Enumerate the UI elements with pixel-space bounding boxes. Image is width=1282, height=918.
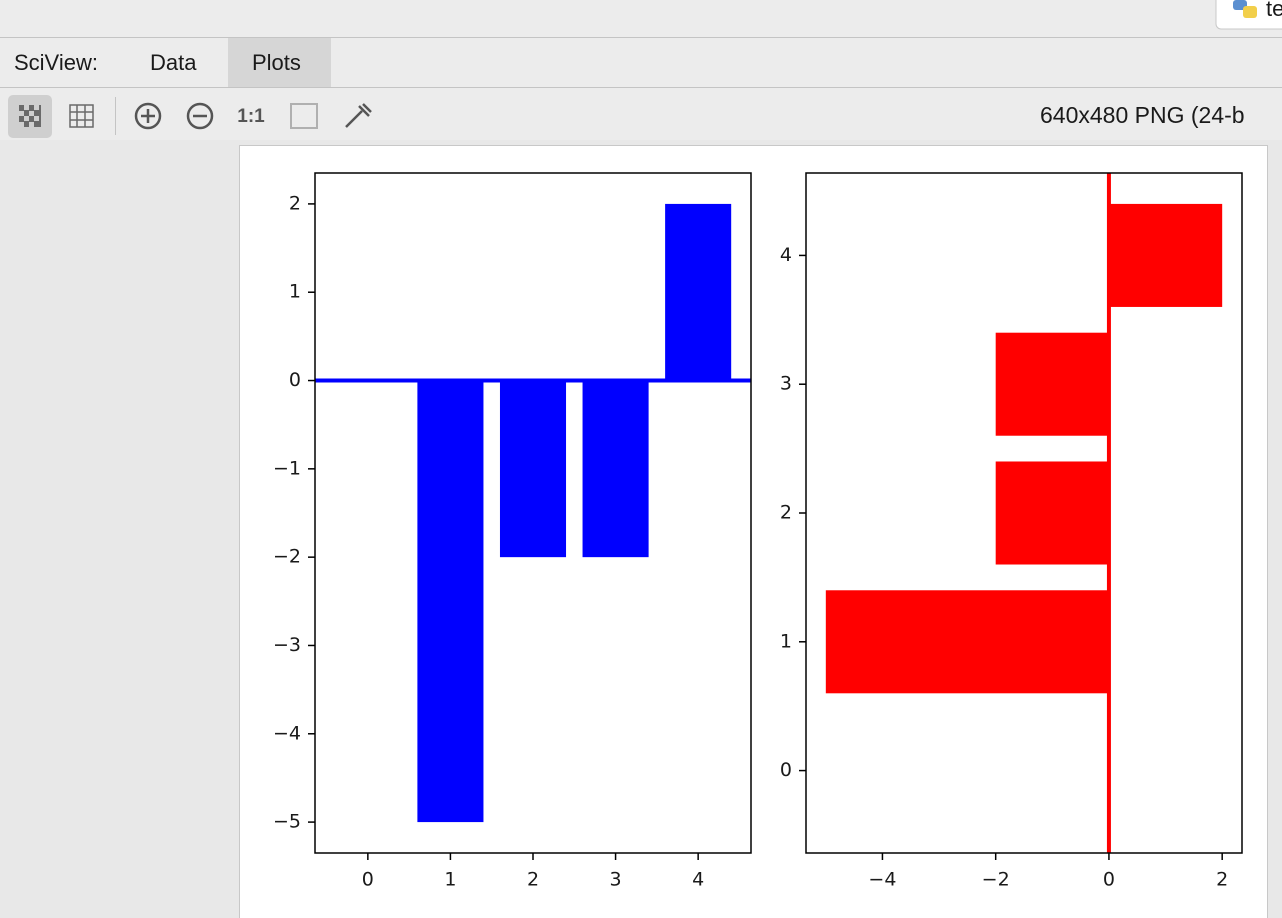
bar	[1108, 203, 1223, 307]
zoom-in[interactable]	[134, 102, 162, 130]
figure: 0 1 2 3 4 −5 −4 −3 −2 −1 0 1 2 −4 −2 0 2 0 1 2 3 4	[273, 172, 1243, 891]
color-picker[interactable]	[345, 103, 372, 128]
y-tick-label: −2	[273, 546, 301, 568]
actual-size[interactable]: 1:1	[237, 106, 265, 127]
tab-data[interactable]: Data	[150, 50, 197, 75]
y-tick-label: 1	[289, 281, 301, 303]
bar	[665, 203, 732, 381]
y-tick-label: −5	[273, 811, 301, 833]
x-tick-label: 4	[692, 869, 704, 891]
x-tick-label: −2	[982, 869, 1010, 891]
chessboard-toggle[interactable]	[8, 95, 52, 138]
bar	[499, 380, 567, 558]
y-tick-label: 3	[780, 373, 792, 395]
file-tab-label: te	[1266, 0, 1282, 21]
x-tick-label: 2	[527, 869, 539, 891]
x-tick-label: 0	[362, 869, 374, 891]
bar	[995, 332, 1109, 436]
toolbar	[0, 88, 1282, 140]
axes-frame	[314, 172, 752, 854]
x-tick-label: −4	[868, 869, 896, 891]
y-tick-label: −1	[273, 457, 301, 479]
y-tick-label: 0	[780, 759, 792, 781]
x-tick-label: 2	[1216, 869, 1228, 891]
bar	[995, 461, 1109, 565]
x-tick-label: 0	[1103, 869, 1115, 891]
x-tick-label: 1	[444, 869, 456, 891]
tab-bar	[0, 38, 1282, 87]
y-tick-label: 1	[780, 630, 792, 652]
x-tick-label: 3	[610, 869, 622, 891]
top-strip	[0, 0, 1282, 37]
y-tick-label: 0	[289, 369, 301, 391]
axes-frame	[805, 172, 1243, 854]
grid-toggle[interactable]	[69, 104, 94, 128]
bar	[825, 590, 1109, 694]
python-icon	[1233, 0, 1257, 18]
bar	[417, 380, 484, 823]
tab-plots[interactable]: Plots	[252, 50, 301, 75]
y-tick-label: 2	[289, 192, 301, 214]
y-tick-label: 4	[780, 244, 792, 266]
bar	[582, 380, 649, 558]
fit-zoom[interactable]	[290, 103, 318, 129]
y-tick-label: −4	[273, 722, 301, 744]
image-info: 640x480 PNG (24-b	[1040, 102, 1245, 128]
zoom-out[interactable]	[186, 102, 214, 130]
y-tick-label: 2	[780, 502, 792, 524]
sciview-label: SciView:	[14, 50, 98, 75]
tab-plots-bg[interactable]	[228, 38, 331, 87]
y-tick-label: −3	[273, 634, 301, 656]
